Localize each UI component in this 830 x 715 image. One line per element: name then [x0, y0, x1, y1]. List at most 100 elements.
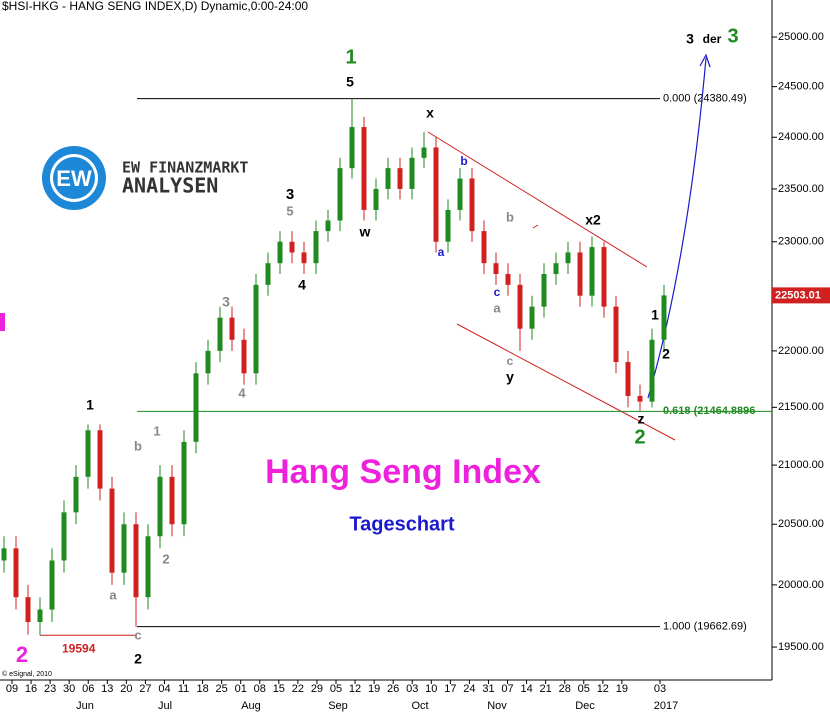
candle-body: [421, 147, 427, 158]
wave-label: z: [638, 411, 645, 427]
wave-label: 1: [153, 423, 160, 438]
candle-body: [13, 548, 19, 598]
candle-body: [517, 284, 523, 329]
level-label: 0.000 (24380.49): [663, 93, 747, 105]
candle-body: [385, 168, 391, 189]
candle: [529, 295, 535, 340]
y-tick-label: 22000.00: [778, 345, 824, 357]
candle: [25, 584, 31, 635]
candle-body: [121, 524, 127, 573]
x-tick-label: 31: [482, 683, 494, 695]
month-label: Jun: [76, 700, 94, 712]
candle-body: [145, 536, 151, 598]
candle: [469, 168, 475, 242]
candle: [373, 178, 379, 221]
candle: [265, 252, 271, 296]
candle-body: [217, 317, 223, 351]
x-tick-label: 11: [178, 683, 189, 695]
candle-body: [433, 147, 439, 242]
x-tick-label: 30: [63, 683, 75, 695]
candle-body: [349, 127, 355, 169]
candle-body: [577, 252, 583, 296]
level-label: 1.000 (19662.69): [663, 621, 747, 633]
candle: [181, 430, 187, 537]
candle: [205, 339, 211, 385]
wave-label: 2: [16, 642, 28, 667]
header: $HSI-HKG - HANG SENG INDEX,D) Dynamic,0:…: [2, 0, 308, 13]
wave-label: c: [134, 627, 141, 642]
candle: [121, 512, 127, 585]
candle: [553, 252, 559, 285]
candle-body: [61, 512, 67, 561]
candle: [49, 548, 55, 622]
x-tick-label: 17: [444, 683, 456, 695]
candle: [97, 424, 103, 501]
x-tick-label: 07: [501, 683, 513, 695]
candle: [301, 241, 307, 274]
candle: [625, 350, 631, 408]
x-tick-label: 15: [273, 683, 285, 695]
candle: [289, 231, 295, 264]
candle: [481, 220, 487, 274]
candle-body: [229, 317, 235, 340]
candle: [541, 263, 547, 318]
candle: [637, 384, 643, 411]
candle-body: [661, 295, 667, 340]
x-tick-label: 05: [578, 683, 590, 695]
candle-body: [625, 362, 631, 396]
wave-label: x: [426, 105, 434, 121]
wave-label: der: [703, 32, 722, 46]
price-tag: [772, 287, 830, 304]
candle-body: [37, 609, 43, 622]
wave-label: 5: [286, 203, 293, 218]
wave-label: b: [460, 154, 467, 168]
candle-body: [565, 252, 571, 264]
x-tick-label: 08: [254, 683, 266, 695]
wave-label: w: [359, 224, 371, 240]
candle: [85, 424, 91, 489]
x-tick-label: 25: [216, 683, 228, 695]
candle: [253, 273, 259, 385]
wave-label: 2: [662, 346, 670, 362]
month-label: Jul: [158, 700, 172, 712]
y-tick-label: 24500.00: [778, 81, 824, 93]
wave-label: 4: [238, 385, 246, 400]
candle-body: [409, 157, 415, 189]
candle: [361, 116, 367, 221]
wave-label: x2: [585, 212, 601, 228]
wave-label: 3: [222, 294, 230, 310]
y-tick-label: 23500.00: [778, 183, 824, 195]
x-tick-label: 03: [654, 683, 666, 695]
candle-body: [553, 263, 559, 274]
wave-label: 1: [345, 46, 356, 68]
chart-subtitle: Tageschart: [349, 513, 455, 535]
channel-line: [427, 131, 648, 268]
candle-body: [481, 231, 487, 264]
wave-label: a: [438, 245, 445, 259]
candle-body: [301, 252, 307, 264]
candle-body: [109, 488, 115, 573]
month-label: Aug: [241, 700, 261, 712]
candle-body: [397, 168, 403, 189]
candle: [385, 157, 391, 200]
candle-body: [85, 430, 91, 477]
x-tick-label: 19: [368, 683, 380, 695]
x-tick-label: 05: [330, 683, 342, 695]
wave-label: 1: [86, 397, 94, 413]
candle-body: [193, 373, 199, 442]
candle-body: [337, 168, 343, 221]
level-label: 19594: [62, 641, 96, 655]
y-tick-label: 20000.00: [778, 579, 824, 591]
wave-label: 5: [346, 74, 354, 90]
candle-body: [241, 339, 247, 374]
y-tick-label: 20500.00: [778, 518, 824, 530]
candle: [133, 512, 139, 627]
candle-body: [505, 273, 511, 285]
candle-body: [589, 247, 595, 296]
x-tick-label: 12: [349, 683, 361, 695]
x-tick-label: 23: [44, 683, 56, 695]
candle: [337, 157, 343, 232]
candle-body: [493, 263, 499, 274]
candle: [397, 157, 403, 200]
